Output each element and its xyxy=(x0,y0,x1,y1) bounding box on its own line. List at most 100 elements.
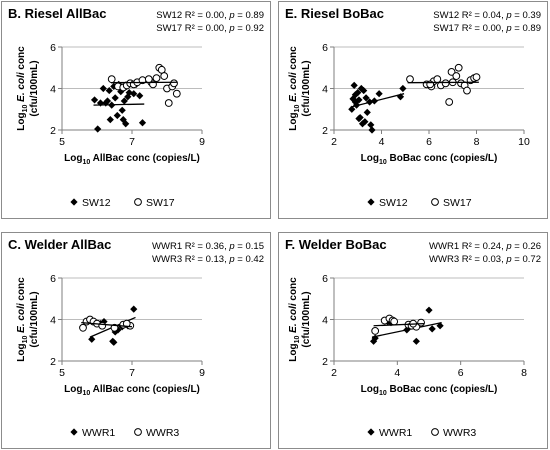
series-wwr3 xyxy=(79,315,135,332)
x-tick-label: 7 xyxy=(129,367,135,379)
data-point xyxy=(122,319,131,328)
stat-annotation: WWR1 R² = 0.24, p = 0.26 xyxy=(429,241,541,252)
y-tick-label: 2 xyxy=(50,125,56,137)
chart-title: B. Riesel AllBac xyxy=(8,6,107,21)
y-axis-label: Log10 E. coli conc xyxy=(288,46,301,131)
chart-panel-riesel-bobac: E. Riesel BoBac SW12 R² = 0.04, p = 0.39 S… xyxy=(278,1,548,219)
data-point xyxy=(355,114,363,123)
stat-annotation: SW17 R² = 0.00, p = 0.89 xyxy=(433,23,541,34)
x-tick-label: 9 xyxy=(199,136,205,148)
scatter-chart: E. Riesel BoBac SW12 R² = 0.04, p = 0.39 S… xyxy=(285,6,541,209)
x-axis-label: Log10 AllBac conc (copies/L) xyxy=(64,384,200,397)
series-sw17 xyxy=(406,63,481,106)
stat-annotation: SW17 R² = 0.00, p = 0.92 xyxy=(156,23,264,34)
data-point xyxy=(105,86,113,95)
data-point xyxy=(390,317,399,326)
data-point xyxy=(452,72,461,80)
trend-line xyxy=(350,93,405,108)
y-axis-label-unit: (cfu/100mL) xyxy=(29,291,40,347)
y-tick-label: 2 xyxy=(322,356,328,368)
y-axis-label: Log10 E. coli conc xyxy=(16,46,29,131)
data-point xyxy=(363,108,371,116)
data-point xyxy=(103,97,112,105)
y-tick-label: 4 xyxy=(50,315,56,327)
data-point xyxy=(120,97,128,105)
y-tick-label: 6 xyxy=(50,42,56,54)
data-point xyxy=(138,119,147,127)
data-point xyxy=(406,75,414,84)
chart-panel-welder-allbac: C. Welder AllBac WWR1 R² = 0.36, p = 0.15… xyxy=(1,232,271,449)
data-point xyxy=(79,323,87,332)
chart-panel-riesel-allbac: B. Riesel AllBac SW12 R² = 0.00, p = 0.89… xyxy=(1,1,271,219)
x-tick-label: 9 xyxy=(199,367,205,379)
data-point xyxy=(454,63,463,72)
y-tick-label: 4 xyxy=(50,84,56,96)
data-point xyxy=(113,111,121,120)
data-point xyxy=(351,91,359,99)
y-tick-label: 6 xyxy=(322,273,328,285)
data-point xyxy=(425,306,433,314)
data-point xyxy=(160,72,169,80)
data-point xyxy=(106,116,114,124)
data-point xyxy=(90,96,99,104)
y-axis-label-unit: (cfu/100mL) xyxy=(301,60,312,116)
y-tick-label: 6 xyxy=(322,42,328,54)
x-tick-label: 2 xyxy=(331,367,337,379)
data-point xyxy=(357,84,365,93)
x-tick-label: 4 xyxy=(394,367,400,379)
legend-marker xyxy=(431,198,439,206)
legend-label: SW17 xyxy=(443,197,472,209)
data-point xyxy=(428,325,436,333)
legend-label: WWR1 xyxy=(82,427,115,439)
data-point xyxy=(119,116,127,124)
y-axis-label: Log10 E. coli conc xyxy=(288,277,301,362)
data-point xyxy=(399,84,407,93)
data-point xyxy=(144,75,153,84)
series-wwr3 xyxy=(371,314,425,335)
data-point xyxy=(447,68,456,76)
legend-label: SW12 xyxy=(379,197,408,209)
x-tick-label: 5 xyxy=(59,136,65,148)
y-tick-label: 2 xyxy=(50,356,56,368)
stat-annotation: WWR1 R² = 0.36, p = 0.15 xyxy=(152,241,264,252)
y-axis-label-unit: (cfu/100mL) xyxy=(29,60,40,116)
trend-line xyxy=(371,321,442,338)
x-tick-label: 8 xyxy=(474,136,480,148)
data-point xyxy=(349,95,357,103)
legend-marker xyxy=(367,198,375,206)
data-point xyxy=(94,125,102,133)
data-point xyxy=(98,321,107,330)
data-point xyxy=(172,89,181,98)
legend-label: WWR3 xyxy=(146,427,179,439)
data-point xyxy=(122,120,130,128)
data-point xyxy=(355,96,363,104)
legend-marker xyxy=(70,428,78,436)
x-tick-label: 7 xyxy=(129,136,135,148)
data-point xyxy=(99,84,107,93)
legend-marker xyxy=(367,428,375,436)
series-sw17 xyxy=(107,63,181,107)
data-point xyxy=(152,74,161,83)
chart-title: C. Welder AllBac xyxy=(8,237,111,252)
data-point xyxy=(362,94,370,102)
y-tick-label: 6 xyxy=(50,273,56,285)
x-tick-label: 10 xyxy=(518,136,530,148)
y-tick-label: 2 xyxy=(322,125,328,137)
chart-title: E. Riesel BoBac xyxy=(285,6,384,21)
legend-label: WWR1 xyxy=(379,427,412,439)
data-point xyxy=(360,86,368,95)
legend-label: WWR3 xyxy=(443,427,476,439)
legend-marker xyxy=(431,428,439,436)
x-axis-label: Log10 BoBac conc (copies/L) xyxy=(361,153,498,166)
data-point xyxy=(417,318,425,327)
trend-line xyxy=(373,323,425,327)
x-tick-label: 8 xyxy=(521,367,527,379)
trend-line xyxy=(93,103,145,106)
y-axis-label-unit: (cfu/100mL) xyxy=(301,291,312,347)
series-sw12 xyxy=(90,79,147,133)
data-point xyxy=(114,326,122,334)
legend-marker xyxy=(134,428,142,436)
legend-marker xyxy=(134,198,142,206)
data-point xyxy=(130,305,138,313)
x-tick-label: 2 xyxy=(331,136,337,148)
